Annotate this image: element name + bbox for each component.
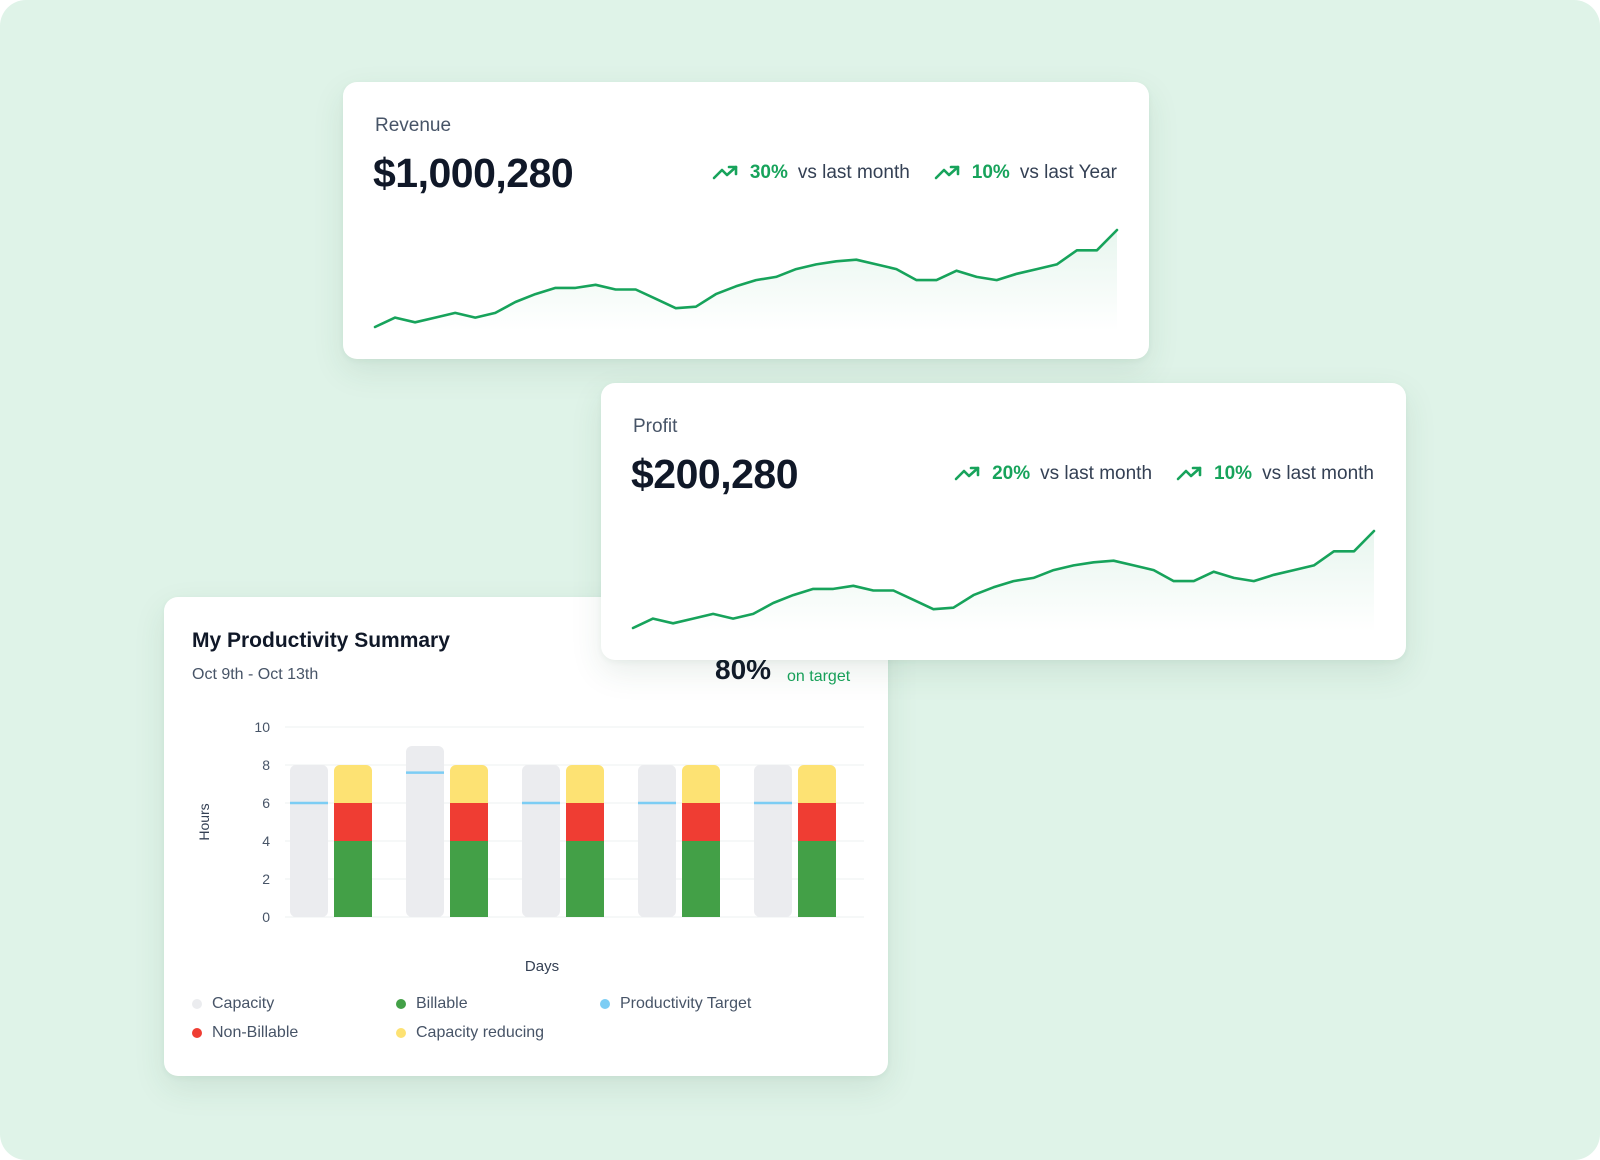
trend-text: vs last month — [1040, 463, 1153, 484]
productivity-date-range: Oct 9th - Oct 13th — [192, 666, 319, 683]
billable-bar — [450, 841, 488, 917]
profit-value: $200,280 — [631, 451, 799, 497]
legend-item: Productivity Target — [600, 995, 751, 1013]
capacity-reducing-segment — [798, 771, 836, 803]
target-status: on target — [787, 668, 851, 685]
profit-trend-month: 20% vs last month — [954, 463, 1152, 485]
revenue-sparkline — [373, 228, 1119, 331]
trend-percent: 20% — [992, 463, 1031, 484]
revenue-trend-year: 10% vs last Year — [934, 162, 1117, 184]
capacity-bar — [522, 765, 560, 917]
non-billable-bar — [334, 803, 372, 841]
sparkline-line — [373, 228, 1119, 329]
productivity-bar-chart: 0 2 4 6 8 10 Hours Days — [196, 719, 864, 975]
y-tick-label: 0 — [262, 909, 270, 925]
sparkline-area — [633, 531, 1374, 632]
bar-group — [638, 765, 720, 917]
bar-group — [522, 765, 604, 917]
sparkline-line — [631, 529, 1376, 630]
profit-trends: 20% vs last month 10% vs last month — [954, 463, 1374, 485]
revenue-trend-month: 30% vs last month — [712, 162, 910, 184]
trend-percent: 30% — [749, 162, 788, 183]
capacity-reducing-segment — [334, 771, 372, 803]
legend-item: Capacity — [192, 995, 274, 1013]
revenue-label: Revenue — [375, 115, 452, 136]
x-axis-label: Days — [525, 958, 559, 975]
trend-text: vs last month — [797, 162, 910, 183]
y-tick-label: 8 — [262, 757, 270, 773]
y-tick-label: 2 — [262, 871, 270, 887]
legend-label: Non-Billable — [212, 1024, 299, 1041]
non-billable-bar — [798, 803, 836, 841]
billable-bar — [798, 841, 836, 917]
capacity-reducing-segment — [450, 771, 488, 803]
billable-bar — [566, 841, 604, 917]
non-billable-bar — [682, 803, 720, 841]
bar-group — [754, 765, 836, 917]
y-tick-label: 4 — [262, 833, 270, 849]
capacity-bar — [754, 765, 792, 917]
legend-dot — [396, 999, 406, 1009]
legend-dot — [600, 999, 610, 1009]
bar-group — [290, 765, 372, 917]
trend-percent: 10% — [1214, 463, 1253, 484]
legend-label: Capacity — [212, 995, 275, 1012]
legend-dot — [192, 1028, 202, 1038]
y-tick-label: 10 — [254, 719, 270, 735]
legend-item: Billable — [396, 995, 468, 1013]
legend-dot — [396, 1028, 406, 1038]
profit-sparkline — [631, 529, 1376, 632]
legend-item: Capacity reducing — [396, 1024, 544, 1042]
billable-bar — [682, 841, 720, 917]
profit-trend-second: 10% vs last month — [1176, 463, 1374, 485]
billable-bar — [334, 841, 372, 917]
non-billable-bar — [450, 803, 488, 841]
trending-up-icon — [954, 466, 980, 481]
trending-up-icon — [712, 165, 738, 180]
y-tick-label: 6 — [262, 795, 270, 811]
trending-up-icon — [1176, 466, 1202, 481]
profit-card: Profit $200,280 20% vs last month 10% vs… — [601, 383, 1406, 660]
legend-dot — [192, 999, 202, 1009]
revenue-trends: 30% vs last month 10% vs last Year — [712, 162, 1117, 184]
trend-text: vs last month — [1262, 463, 1374, 484]
trend-text: vs last Year — [1019, 162, 1117, 183]
productivity-card: My Productivity Summary Oct 9th - Oct 13… — [164, 597, 888, 1076]
capacity-bar — [290, 765, 328, 917]
bar-group — [406, 746, 488, 917]
legend-label: Capacity reducing — [416, 1024, 545, 1041]
non-billable-bar — [566, 803, 604, 841]
legend-label: Billable — [416, 995, 468, 1012]
capacity-reducing-segment — [682, 771, 720, 803]
capacity-reducing-segment — [566, 771, 604, 803]
capacity-bar — [406, 746, 444, 917]
trend-percent: 10% — [971, 162, 1010, 183]
y-axis-label: Hours — [196, 803, 212, 840]
revenue-card: Revenue $1,000,280 30% vs last month 10%… — [343, 82, 1149, 359]
profit-label: Profit — [633, 416, 678, 437]
revenue-value: $1,000,280 — [373, 150, 574, 196]
legend-label: Productivity Target — [620, 995, 752, 1012]
legend-item: Non-Billable — [192, 1024, 298, 1042]
sparkline-area — [375, 230, 1117, 331]
productivity-title: My Productivity Summary — [192, 629, 450, 652]
trending-up-icon — [934, 165, 960, 180]
capacity-bar — [638, 765, 676, 917]
